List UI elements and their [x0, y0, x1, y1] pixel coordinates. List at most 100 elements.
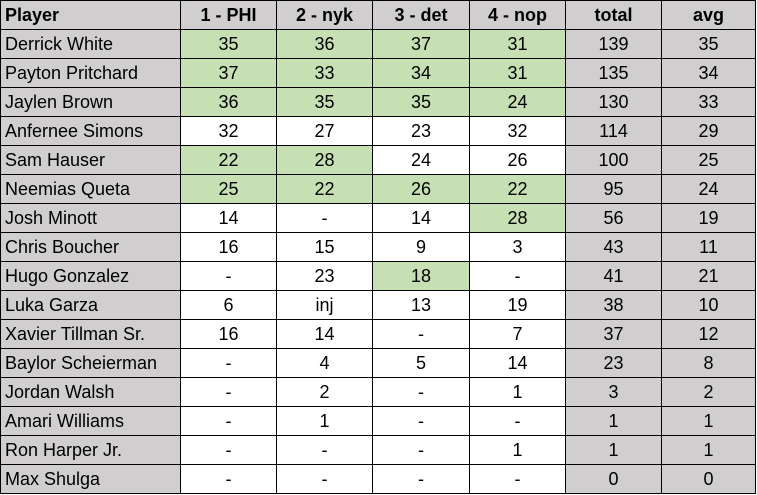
total-cell[interactable]: 95 — [565, 174, 662, 204]
game-4-cell[interactable]: - — [469, 261, 566, 291]
game-4-cell[interactable]: 7 — [469, 319, 566, 349]
game-3-cell[interactable]: 14 — [372, 203, 470, 233]
total-cell[interactable]: 43 — [565, 232, 662, 262]
player-cell[interactable]: Josh Minott — [0, 203, 181, 233]
game-1-cell[interactable]: - — [180, 348, 277, 378]
total-cell[interactable]: 130 — [565, 87, 662, 117]
total-cell[interactable]: 1 — [565, 406, 662, 436]
game-4-cell[interactable]: 22 — [469, 174, 566, 204]
player-cell[interactable]: Amari Williams — [0, 406, 181, 436]
total-cell[interactable]: 56 — [565, 203, 662, 233]
header-game-2[interactable]: 2 - nyk — [276, 0, 373, 30]
header-total[interactable]: total — [565, 0, 662, 30]
avg-cell[interactable]: 1 — [661, 435, 756, 465]
game-2-cell[interactable]: 23 — [276, 261, 373, 291]
game-1-cell[interactable]: 14 — [180, 203, 277, 233]
total-cell[interactable]: 135 — [565, 58, 662, 88]
total-cell[interactable]: 38 — [565, 290, 662, 320]
game-2-cell[interactable]: 1 — [276, 406, 373, 436]
game-4-cell[interactable]: 3 — [469, 232, 566, 262]
avg-cell[interactable]: 2 — [661, 377, 756, 407]
game-3-cell[interactable]: 24 — [372, 145, 470, 175]
game-1-cell[interactable]: 32 — [180, 116, 277, 146]
game-2-cell[interactable]: 35 — [276, 87, 373, 117]
game-3-cell[interactable]: - — [372, 319, 470, 349]
game-3-cell[interactable]: - — [372, 406, 470, 436]
game-2-cell[interactable]: 27 — [276, 116, 373, 146]
game-4-cell[interactable]: 32 — [469, 116, 566, 146]
game-4-cell[interactable]: 31 — [469, 58, 566, 88]
game-1-cell[interactable]: 16 — [180, 319, 277, 349]
player-cell[interactable]: Chris Boucher — [0, 232, 181, 262]
total-cell[interactable]: 0 — [565, 464, 662, 494]
game-4-cell[interactable]: 31 — [469, 29, 566, 59]
game-4-cell[interactable]: 28 — [469, 203, 566, 233]
game-4-cell[interactable]: 19 — [469, 290, 566, 320]
game-2-cell[interactable]: - — [276, 464, 373, 494]
total-cell[interactable]: 100 — [565, 145, 662, 175]
total-cell[interactable]: 23 — [565, 348, 662, 378]
game-2-cell[interactable]: 15 — [276, 232, 373, 262]
game-3-cell[interactable]: 35 — [372, 87, 470, 117]
game-2-cell[interactable]: - — [276, 203, 373, 233]
avg-cell[interactable]: 21 — [661, 261, 756, 291]
game-2-cell[interactable]: 33 — [276, 58, 373, 88]
player-cell[interactable]: Jaylen Brown — [0, 87, 181, 117]
player-cell[interactable]: Sam Hauser — [0, 145, 181, 175]
game-4-cell[interactable]: 1 — [469, 377, 566, 407]
game-2-cell[interactable]: 28 — [276, 145, 373, 175]
avg-cell[interactable]: 25 — [661, 145, 756, 175]
game-1-cell[interactable]: 37 — [180, 58, 277, 88]
total-cell[interactable]: 114 — [565, 116, 662, 146]
header-game-4[interactable]: 4 - nop — [469, 0, 566, 30]
game-2-cell[interactable]: 4 — [276, 348, 373, 378]
avg-cell[interactable]: 12 — [661, 319, 756, 349]
avg-cell[interactable]: 35 — [661, 29, 756, 59]
game-1-cell[interactable]: 25 — [180, 174, 277, 204]
game-4-cell[interactable]: 26 — [469, 145, 566, 175]
game-4-cell[interactable]: - — [469, 406, 566, 436]
header-game-1[interactable]: 1 - PHI — [180, 0, 277, 30]
total-cell[interactable]: 37 — [565, 319, 662, 349]
header-game-3[interactable]: 3 - det — [372, 0, 470, 30]
avg-cell[interactable]: 11 — [661, 232, 756, 262]
game-1-cell[interactable]: 35 — [180, 29, 277, 59]
game-3-cell[interactable]: 34 — [372, 58, 470, 88]
player-cell[interactable]: Baylor Scheierman — [0, 348, 181, 378]
game-1-cell[interactable]: 6 — [180, 290, 277, 320]
game-3-cell[interactable]: 26 — [372, 174, 470, 204]
avg-cell[interactable]: 19 — [661, 203, 756, 233]
game-3-cell[interactable]: 13 — [372, 290, 470, 320]
header-avg[interactable]: avg — [661, 0, 756, 30]
game-3-cell[interactable]: 9 — [372, 232, 470, 262]
game-3-cell[interactable]: 18 — [372, 261, 470, 291]
game-1-cell[interactable]: 36 — [180, 87, 277, 117]
total-cell[interactable]: 41 — [565, 261, 662, 291]
game-1-cell[interactable]: - — [180, 377, 277, 407]
game-2-cell[interactable]: - — [276, 435, 373, 465]
game-4-cell[interactable]: 14 — [469, 348, 566, 378]
player-cell[interactable]: Payton Pritchard — [0, 58, 181, 88]
game-2-cell[interactable]: 14 — [276, 319, 373, 349]
game-1-cell[interactable]: - — [180, 261, 277, 291]
game-1-cell[interactable]: 16 — [180, 232, 277, 262]
player-cell[interactable]: Hugo Gonzalez — [0, 261, 181, 291]
header-player[interactable]: Player — [0, 0, 181, 30]
avg-cell[interactable]: 10 — [661, 290, 756, 320]
game-2-cell[interactable]: 2 — [276, 377, 373, 407]
total-cell[interactable]: 139 — [565, 29, 662, 59]
player-cell[interactable]: Neemias Queta — [0, 174, 181, 204]
game-3-cell[interactable]: 37 — [372, 29, 470, 59]
game-3-cell[interactable]: 23 — [372, 116, 470, 146]
game-1-cell[interactable]: - — [180, 464, 277, 494]
avg-cell[interactable]: 1 — [661, 406, 756, 436]
avg-cell[interactable]: 33 — [661, 87, 756, 117]
game-3-cell[interactable]: 5 — [372, 348, 470, 378]
game-4-cell[interactable]: 24 — [469, 87, 566, 117]
player-cell[interactable]: Anfernee Simons — [0, 116, 181, 146]
game-3-cell[interactable]: - — [372, 435, 470, 465]
avg-cell[interactable]: 8 — [661, 348, 756, 378]
game-1-cell[interactable]: - — [180, 435, 277, 465]
player-cell[interactable]: Derrick White — [0, 29, 181, 59]
avg-cell[interactable]: 0 — [661, 464, 756, 494]
